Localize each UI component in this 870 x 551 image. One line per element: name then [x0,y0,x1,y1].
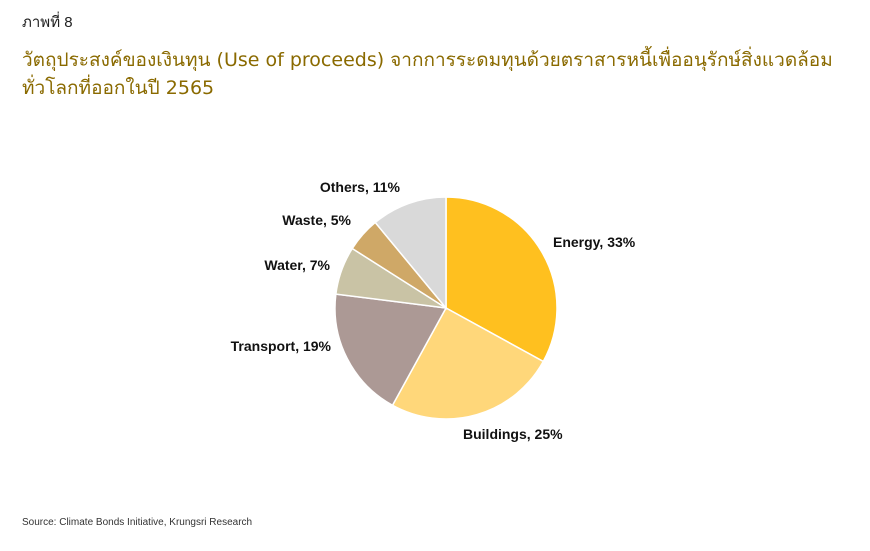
figure-label: ภาพที่ 8 [22,14,73,31]
pie-label-water: Water, 7% [264,257,330,273]
chart-title: วัตถุประสงค์ของเงินทุน (Use of proceeds)… [22,49,833,99]
pie-label-others: Others, 11% [320,179,401,195]
pie-label-waste: Waste, 5% [282,212,351,228]
source-note: Source: Climate Bonds Initiative, Krungs… [22,517,253,528]
pie-slice-buildings [391,306,545,420]
pie-slices [334,196,558,420]
pie-label-transport: Transport, 19% [231,338,332,354]
pie-slice-energy [445,196,558,363]
pie-slice-transport [334,293,448,407]
pie-label-energy: Energy, 33% [553,234,636,250]
pie-slice-others [374,196,447,311]
pie-labels: Energy, 33% Buildings, 25% Transport, 19% W… [231,179,636,442]
pie-label-buildings: Buildings, 25% [463,426,563,442]
